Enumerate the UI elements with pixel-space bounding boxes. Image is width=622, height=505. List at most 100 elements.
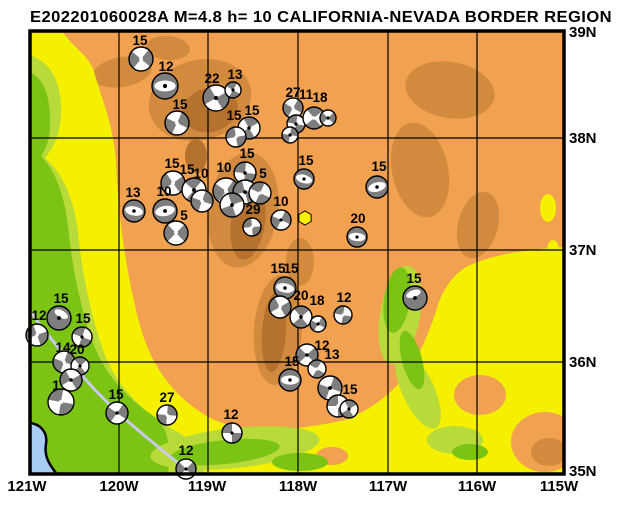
depth-label: 18 — [309, 293, 325, 308]
depth-label: 12 — [31, 308, 46, 323]
terrain-green-patch — [383, 267, 411, 333]
depth-label: 15 — [108, 387, 124, 402]
focal-mechanism — [333, 305, 353, 325]
focal-mechanism — [160, 170, 186, 196]
ocean-water — [30, 423, 56, 474]
lat-tick-label: 38N — [569, 130, 597, 147]
depth-label: 22 — [204, 71, 219, 86]
depth-label: 1 — [52, 378, 60, 393]
lat-tick-label: 39N — [569, 24, 597, 41]
depth-label: 15 — [172, 97, 188, 112]
depth-label: 27 — [159, 390, 174, 405]
focal-mechanism — [273, 276, 297, 300]
focal-mechanism — [319, 109, 337, 127]
depth-label: 13 — [125, 185, 141, 200]
lat-tick-label: 35N — [569, 463, 597, 480]
focal-mechanism — [402, 285, 428, 311]
focal-mechanism — [224, 81, 242, 99]
lat-tick-label: 36N — [569, 354, 597, 371]
depth-label: 15 — [75, 311, 91, 326]
focal-mechanism — [105, 401, 129, 425]
lon-tick-label: 118W — [279, 478, 318, 495]
epicenter-layer — [298, 210, 312, 226]
lon-tick-label: 119W — [188, 478, 227, 495]
depth-label: 15 — [406, 271, 422, 286]
depth-label: 10 — [156, 184, 171, 199]
focal-mechanism — [270, 209, 292, 231]
focal-mechanism — [302, 106, 326, 130]
depth-label: 15 — [298, 153, 314, 168]
depth-label: 18 — [312, 90, 328, 105]
focal-mechanism — [225, 126, 247, 148]
depth-label: 27 — [285, 85, 300, 100]
focal-mechanism — [219, 192, 245, 218]
focal-mechanism — [248, 181, 272, 205]
depth-label: 15 — [270, 261, 286, 276]
terrain-orange-island — [454, 375, 506, 415]
depth-label: 15 — [244, 103, 260, 118]
focal-mechanism — [293, 168, 315, 190]
focal-mechanism — [365, 175, 389, 199]
depth-label: 12 — [223, 407, 238, 422]
depth-label: 29 — [245, 202, 260, 217]
depth-label: 12 — [336, 290, 351, 305]
depth-label: 5 — [180, 208, 188, 223]
focal-mechanism — [156, 404, 178, 426]
focal-mechanism — [268, 295, 292, 319]
coastline — [30, 421, 58, 474]
beachball-layer — [25, 46, 428, 480]
depth-label: 12 — [158, 59, 173, 74]
depth-label: 15 — [132, 33, 148, 48]
lat-tick-label: 37N — [569, 242, 597, 259]
depth-label: 15 — [371, 159, 387, 174]
map-title: E202201060028A M=4.8 h= 10 CALIFORNIA-NE… — [30, 9, 612, 26]
depth-label: 20 — [293, 288, 308, 303]
depth-label: 15 — [53, 291, 69, 306]
terrain-orange-island — [340, 325, 380, 355]
depth-label: 10 — [193, 166, 208, 181]
lon-tick-label: 120W — [99, 478, 139, 495]
focal-mechanism — [282, 97, 304, 119]
focal-mechanism — [163, 220, 189, 246]
focal-mechanism — [71, 326, 93, 348]
depth-label: 12 — [178, 443, 193, 458]
terrain-brown-patch — [405, 61, 495, 119]
focal-mechanism — [281, 126, 299, 144]
focal-mechanism — [309, 315, 327, 333]
focal-mechanism — [221, 422, 243, 444]
depth-label: 5 — [259, 166, 267, 181]
terrain-yellow-patch — [540, 194, 556, 222]
depth-label: 15 — [239, 146, 255, 161]
focal-mechanism — [47, 388, 75, 416]
focal-mechanism — [122, 199, 146, 223]
focal-mechanism — [346, 226, 368, 248]
focal-mechanism — [190, 189, 214, 213]
depth-label: 15 — [179, 162, 195, 177]
focal-mechanism — [278, 368, 302, 392]
focal-mechanism — [59, 368, 83, 392]
axis-labels: 121W 120W 119W 118W 117W 116W 115W 39N 38N 37N 36N… — [7, 24, 596, 495]
depth-label: 12 — [314, 338, 329, 353]
terrain-green-patch — [399, 330, 425, 390]
terrain-green-patch — [272, 453, 328, 471]
focal-mechanism — [202, 84, 230, 112]
focal-mechanism — [128, 46, 154, 72]
lon-tick-label: 121W — [7, 478, 47, 495]
lon-tick-label: 117W — [369, 478, 408, 495]
depth-label: 13 — [324, 347, 340, 362]
depth-label: 20 — [69, 342, 84, 357]
depth-label: 10 — [216, 160, 231, 175]
terrain-brown-patch — [390, 122, 450, 218]
depth-label: 10 — [273, 194, 288, 209]
lon-tick-label: 116W — [458, 478, 497, 495]
focal-mechanism — [46, 305, 72, 331]
lon-tick-label: 115W — [540, 478, 579, 495]
depth-label: 20 — [350, 211, 365, 226]
terrain-yellow-lowland — [30, 31, 564, 474]
focal-mechanism — [164, 110, 190, 136]
focal-mechanism — [307, 359, 327, 379]
terrain-green-patch — [170, 438, 280, 466]
